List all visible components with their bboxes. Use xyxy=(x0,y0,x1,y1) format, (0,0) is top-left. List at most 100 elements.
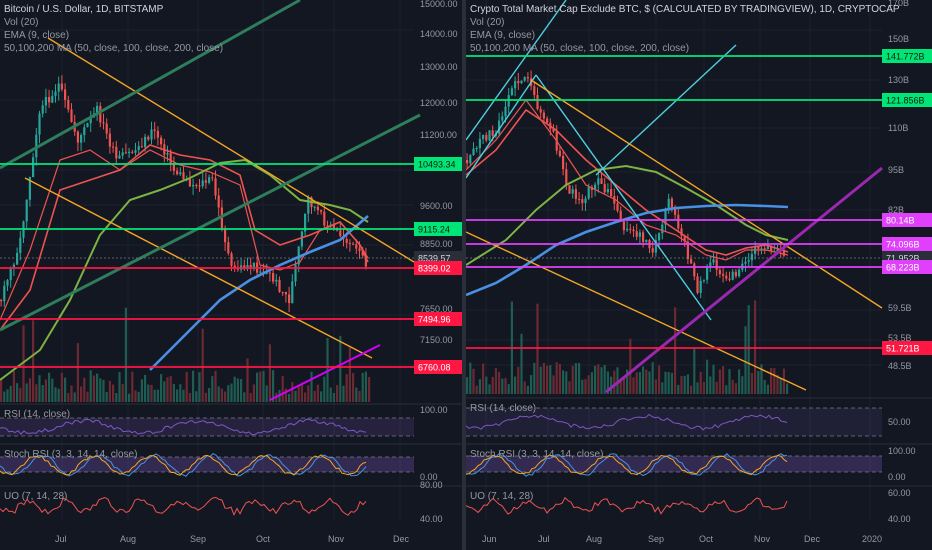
candle-body xyxy=(552,128,555,132)
candle-body xyxy=(307,197,310,214)
price-tag-background xyxy=(414,157,462,171)
candle-body xyxy=(594,184,597,191)
price-tag-background xyxy=(882,341,932,355)
candle-body xyxy=(635,231,638,237)
volume-bar xyxy=(284,388,287,402)
candle-body xyxy=(284,292,287,295)
volume-bar xyxy=(252,384,255,402)
total-cap-chart-panel[interactable]: 170B 150B 130B 110B 95B 82B 59.5B 53.5B 48.5B 141… xyxy=(466,0,932,550)
volume-bar xyxy=(693,348,696,394)
volume-bar xyxy=(102,379,105,402)
ma-100-line xyxy=(0,158,369,381)
candle-body xyxy=(16,253,19,265)
candle-body xyxy=(275,279,278,282)
total-cap-legend-vol[interactable]: Vol (20) xyxy=(470,17,505,28)
candle-body xyxy=(578,198,581,200)
total-cap-legend-ma[interactable]: 50,100,200 MA (50, close, 100, close, 20… xyxy=(470,43,690,54)
candle-body xyxy=(680,228,683,236)
price-tag-background xyxy=(414,261,462,275)
price-axis-tick: 9600.00 xyxy=(420,201,453,211)
candle-body xyxy=(115,146,118,159)
volume-bar xyxy=(246,358,249,402)
volume-bar xyxy=(291,381,294,402)
volume-bar xyxy=(654,379,657,394)
candle-body xyxy=(64,89,67,101)
volume-bar xyxy=(520,333,523,394)
volume-bar xyxy=(770,368,773,394)
candle-body xyxy=(147,136,150,140)
volume-bar xyxy=(587,375,590,394)
indicator-axis-tick: 100.00 xyxy=(888,446,916,456)
candle-body xyxy=(38,113,41,135)
candle-body xyxy=(57,83,60,92)
btc-chart-panel[interactable]: 15000.00 14000.00 13000.00 12000.00 11200.00… xyxy=(0,0,462,550)
volume-bar xyxy=(48,372,51,402)
candle-body xyxy=(782,249,785,256)
volume-bar xyxy=(674,307,677,394)
volume-bar xyxy=(182,389,185,402)
volume-bar xyxy=(478,379,481,394)
volume-bar xyxy=(706,359,709,394)
candle-body xyxy=(616,203,619,211)
volume-bar xyxy=(584,379,587,394)
time-axis-label: Dec xyxy=(393,534,410,544)
btc-chart-canvas[interactable]: 15000.00 14000.00 13000.00 12000.00 11200.00… xyxy=(0,0,462,550)
volume-bar xyxy=(67,393,70,402)
volume-bar xyxy=(702,381,705,394)
volume-bar xyxy=(555,362,558,394)
candle-body xyxy=(227,242,230,254)
volume-bar xyxy=(313,390,316,402)
volume-bar xyxy=(144,374,147,402)
volume-bar xyxy=(475,385,478,394)
candle-body xyxy=(603,183,606,193)
candle-body xyxy=(12,264,15,269)
volume-bar xyxy=(677,384,680,394)
candle-body xyxy=(533,86,536,96)
candle-body xyxy=(597,178,600,185)
volume-bar xyxy=(670,372,673,394)
candle-body xyxy=(725,275,728,279)
price-tag-label: 7494.96 xyxy=(418,315,451,325)
total-cap-legend-ema[interactable]: EMA (9, close) xyxy=(470,30,536,41)
volume-bar xyxy=(549,365,552,394)
panel-divider[interactable] xyxy=(462,0,466,550)
btc-legend-vol[interactable]: Vol (20) xyxy=(4,17,39,28)
volume-bar xyxy=(185,372,188,402)
price-tag-label: 71.952B xyxy=(886,254,920,264)
price-tag-label: 74.096B xyxy=(886,240,920,250)
candle-body xyxy=(51,95,54,103)
volume-bar xyxy=(725,385,728,394)
volume-bar xyxy=(632,377,635,394)
indicator-axis-tick: 0.00 xyxy=(888,472,906,482)
indicator-axis-tick: 60.00 xyxy=(888,488,911,498)
volume-bar xyxy=(140,379,143,402)
candle-body xyxy=(361,251,364,256)
time-axis-label: Jul xyxy=(538,534,550,544)
candle-body xyxy=(539,109,542,113)
volume-bar xyxy=(0,378,3,402)
candle-body xyxy=(3,285,6,302)
candle-body xyxy=(645,239,648,242)
volume-bar xyxy=(507,384,510,394)
candle-body xyxy=(60,83,63,90)
candle-body xyxy=(291,281,294,304)
time-axis-label: Oct xyxy=(699,534,714,544)
volume-bar xyxy=(773,368,776,394)
candle-body xyxy=(32,157,35,178)
volume-bar xyxy=(622,376,625,394)
btc-legend-ema[interactable]: EMA (9, close) xyxy=(4,30,70,41)
candle-body xyxy=(313,206,316,208)
candle-body xyxy=(352,243,355,245)
volume-bar xyxy=(112,384,115,402)
volume-bar xyxy=(626,369,629,394)
price-axis-tick: 11200.00 xyxy=(420,130,457,140)
candle-body xyxy=(169,153,172,164)
volume-bar xyxy=(574,363,577,394)
candle-body xyxy=(41,105,44,114)
volume-bar xyxy=(565,371,568,394)
volume-bar xyxy=(195,391,198,402)
total-cap-chart-canvas[interactable]: 170B 150B 130B 110B 95B 82B 59.5B 53.5B 48.5B 141… xyxy=(466,0,932,550)
btc-stoch-rsi-label: Stoch RSI (3, 3, 14, 14, close) xyxy=(4,449,137,460)
price-axis-tick: 7150.00 xyxy=(420,335,453,345)
btc-legend-ma[interactable]: 50,100,200 MA (50, close, 100, close, 20… xyxy=(4,43,224,54)
